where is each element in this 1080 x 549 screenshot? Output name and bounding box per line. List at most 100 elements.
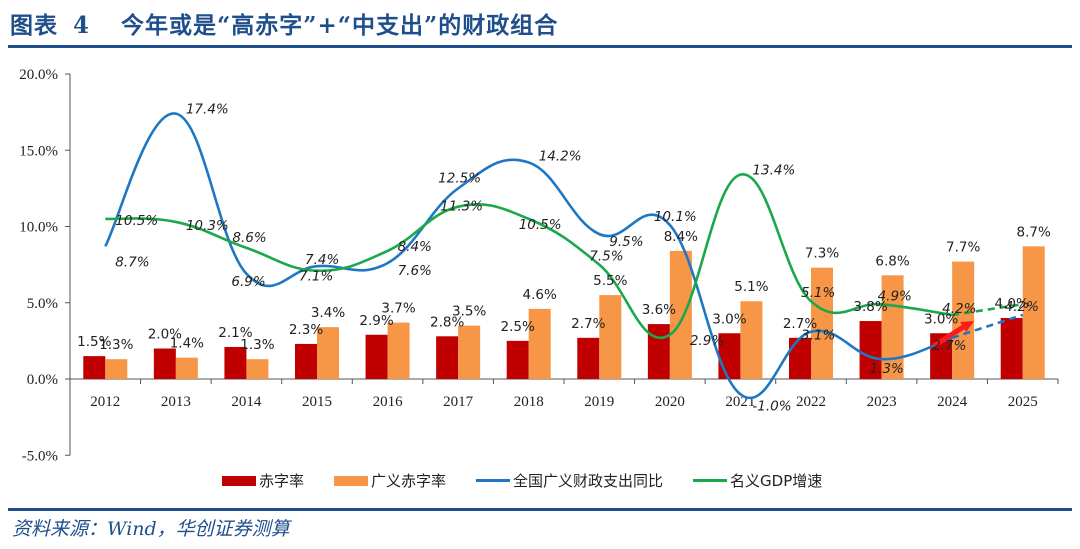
bar-broad-deficit — [458, 325, 481, 379]
label-deficit: 2.5% — [501, 319, 535, 335]
label-gdp: 8.4% — [398, 239, 432, 255]
label-gdp: 4.2% — [942, 301, 976, 317]
bar-broad-deficit — [387, 322, 410, 379]
bar-deficit — [295, 343, 317, 379]
label-gdp: 11.3% — [440, 199, 483, 215]
bar-broad-deficit — [952, 261, 975, 379]
label-expenditure: 1.3% — [870, 361, 904, 377]
label-deficit: 2.7% — [783, 316, 817, 332]
trend-arrow-head — [960, 321, 975, 333]
label-expenditure: 2.7% — [932, 338, 966, 354]
y-tick-label: 15.0% — [19, 143, 58, 159]
bar-broad-deficit — [599, 295, 622, 379]
label-expenditure: 7.6% — [398, 263, 432, 279]
label-deficit: 3.0% — [712, 311, 746, 327]
label-expenditure: 14.2% — [539, 148, 582, 164]
bar-broad-deficit — [246, 359, 269, 379]
legend-item-broad-deficit: 广义赤字率 — [334, 470, 446, 491]
bar-broad-deficit — [1022, 246, 1045, 379]
label-deficit: 3.0% — [924, 311, 958, 327]
y-tick-label: 10.0% — [19, 220, 58, 236]
figure-label: 图表 — [10, 12, 58, 39]
line-gdp-forecast — [951, 302, 1023, 317]
label-deficit: 4.0% — [995, 296, 1029, 312]
bar-broad-deficit — [811, 267, 833, 379]
bars — [83, 246, 1045, 379]
legend-item-deficit: 赤字率 — [222, 470, 304, 491]
x-tick-label: 2014 — [231, 394, 262, 410]
bar-deficit — [506, 340, 529, 379]
label-broad-deficit: 7.3% — [805, 246, 839, 262]
bar-deficit — [83, 356, 106, 379]
x-tick-label: 2013 — [161, 394, 191, 410]
lines — [104, 112, 1024, 399]
legend-item-expenditure: 全国广义财政支出同比 — [476, 470, 663, 491]
label-gdp: 5.1% — [801, 285, 835, 301]
label-gdp: 10.3% — [186, 218, 229, 234]
figure-title-text: 今年或是“高赤字”+“中支出”的财政组合 — [121, 12, 559, 39]
y-tick-label: 5.0% — [27, 296, 58, 312]
x-tick-label: 2016 — [373, 394, 404, 410]
label-expenditure: 12.5% — [438, 170, 481, 186]
x-tick-label: 2022 — [796, 394, 826, 410]
label-gdp: 13.4% — [752, 163, 795, 179]
label-expenditure: 4.2% — [1005, 299, 1039, 315]
bar-deficit — [365, 334, 388, 379]
label-broad-deficit: 8.4% — [664, 229, 698, 245]
label-deficit: 2.3% — [289, 322, 323, 338]
label-broad-deficit: 1.3% — [99, 337, 133, 353]
x-tick-label: 2019 — [584, 394, 614, 410]
label-broad-deficit: 5.1% — [734, 279, 768, 295]
chart: -5.0% 0.0% 5.0% 10.0% 15.0% 20.0% 2012 2013 2014… — [19, 67, 1059, 464]
label-gdp: 2.9% — [690, 333, 724, 349]
label-gdp: 8.6% — [232, 230, 266, 246]
label-deficit: 2.1% — [218, 325, 252, 341]
source-note: 资料来源：Wind，华创证券测算 — [12, 518, 290, 540]
label-gdp: 7.5% — [589, 249, 623, 265]
line-gdp — [105, 173, 953, 339]
legend-line-gdp — [693, 479, 728, 482]
bar-deficit — [789, 337, 811, 379]
label-deficit: 2.8% — [430, 314, 464, 330]
label-deficit: 3.8% — [853, 299, 887, 315]
footer-divider — [8, 508, 1072, 511]
y-tick-label: -5.0% — [22, 448, 58, 464]
figure-number: 4 — [73, 12, 91, 39]
label-expenditure: 10.1% — [654, 209, 697, 225]
bar-deficit — [153, 348, 176, 379]
y-tick-label: 0.0% — [27, 372, 58, 388]
bar-broad-deficit — [175, 357, 198, 379]
label-broad-deficit: 1.3% — [240, 337, 274, 353]
trend-arrow-shaft — [932, 321, 970, 348]
legend-label: 广义赤字率 — [371, 472, 447, 490]
label-deficit: 2.9% — [359, 313, 393, 329]
x-tick-label: 2024 — [937, 394, 968, 410]
x-tick-label: 2012 — [90, 394, 120, 410]
x-tick-label: 2025 — [1008, 394, 1038, 410]
x-tick-label: 2021 — [725, 394, 755, 410]
bar-deficit — [224, 346, 247, 379]
label-expenditure: 3.1% — [801, 328, 835, 344]
bar-broad-deficit — [528, 308, 551, 379]
title-divider — [8, 45, 1072, 48]
legend-line-expenditure — [476, 479, 511, 482]
label-broad-deficit: 5.5% — [593, 273, 627, 289]
legend-label: 全国广义财政支出同比 — [513, 472, 664, 490]
label-broad-deficit: 3.7% — [381, 301, 415, 317]
label-broad-deficit: 3.5% — [452, 304, 486, 320]
bar-deficit — [577, 337, 600, 379]
label-deficit: 1.5% — [77, 334, 111, 350]
label-gdp: 10.5% — [115, 213, 158, 229]
label-broad-deficit: 1.4% — [170, 336, 204, 352]
legend-label: 名义GDP增速 — [730, 472, 823, 490]
line-expenditure — [104, 112, 953, 399]
label-expenditure: 6.9% — [231, 274, 265, 290]
x-tick-label: 2020 — [655, 394, 685, 410]
legend-item-gdp: 名义GDP增速 — [693, 470, 822, 491]
bar-broad-deficit — [317, 327, 339, 379]
bar-broad-deficit — [881, 275, 904, 379]
axes: -5.0% 0.0% 5.0% 10.0% 15.0% 20.0% 2012 2013 2014… — [19, 67, 1059, 464]
bar-deficit — [436, 336, 459, 379]
x-tick-label: 2023 — [867, 394, 897, 410]
label-expenditure: 8.7% — [115, 254, 149, 270]
